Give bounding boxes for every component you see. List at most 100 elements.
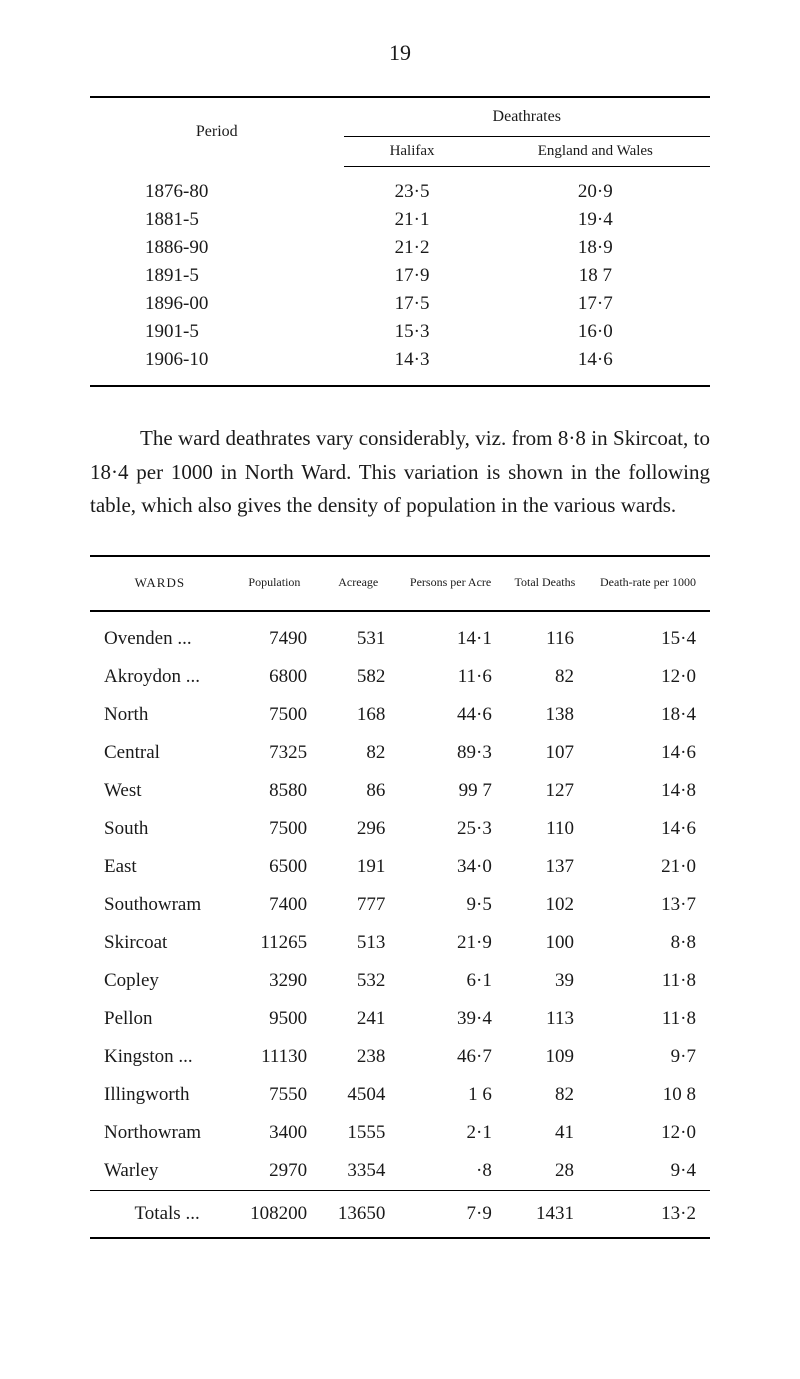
- rate-cell: 12·0: [586, 658, 710, 696]
- period-cell: 1906-10: [90, 346, 344, 385]
- population-cell: 7325: [230, 734, 319, 772]
- persons-cell: 34·0: [397, 848, 504, 886]
- table-row: 1896-00 17·5 17·7: [90, 290, 710, 318]
- totals-persons: 7·9: [397, 1190, 504, 1237]
- table-row: 1891-5 17·9 18 7: [90, 262, 710, 290]
- totals-acreage: 13650: [319, 1190, 397, 1237]
- table-row: Ovenden ... 7490 531 14·1 116 15·4: [90, 611, 710, 658]
- persons-cell: 39·4: [397, 1000, 504, 1038]
- population-cell: 11130: [230, 1038, 319, 1076]
- deathrates-table: Period Deathrates Halifax England and Wa…: [90, 98, 710, 385]
- persons-cell: 14·1: [397, 611, 504, 658]
- table-row: Central 7325 82 89·3 107 14·6: [90, 734, 710, 772]
- rate-cell: 10 8: [586, 1076, 710, 1114]
- ward-cell: West: [90, 772, 230, 810]
- rate-cell: 18·4: [586, 696, 710, 734]
- population-cell: 11265: [230, 924, 319, 962]
- ward-cell: Skircoat: [90, 924, 230, 962]
- period-cell: 1876-80: [90, 167, 344, 207]
- acreage-cell: 532: [319, 962, 397, 1000]
- persons-cell: 21·9: [397, 924, 504, 962]
- table-row: Southowram 7400 777 9·5 102 13·7: [90, 886, 710, 924]
- rate-cell: 11·8: [586, 1000, 710, 1038]
- acreage-cell: 582: [319, 658, 397, 696]
- table-row: North 7500 168 44·6 138 18·4: [90, 696, 710, 734]
- ward-cell: Akroydon ...: [90, 658, 230, 696]
- acreage-cell: 531: [319, 611, 397, 658]
- table-row: Akroydon ... 6800 582 11·6 82 12·0: [90, 658, 710, 696]
- halifax-cell: 14·3: [344, 346, 481, 385]
- deaths-cell: 138: [504, 696, 586, 734]
- persons-cell: 25·3: [397, 810, 504, 848]
- deaths-cell: 107: [504, 734, 586, 772]
- deaths-cell: 102: [504, 886, 586, 924]
- deaths-cell: 137: [504, 848, 586, 886]
- period-cell: 1901-5: [90, 318, 344, 346]
- population-header: Population: [230, 557, 319, 611]
- population-cell: 3400: [230, 1114, 319, 1152]
- england-cell: 18·9: [481, 234, 710, 262]
- table-row: 1886-90 21·2 18·9: [90, 234, 710, 262]
- population-cell: 7500: [230, 696, 319, 734]
- acreage-cell: 241: [319, 1000, 397, 1038]
- rate-header: Death-rate per 1000: [586, 557, 710, 611]
- acreage-cell: 191: [319, 848, 397, 886]
- england-wales-header: England and Wales: [481, 137, 710, 167]
- halifax-cell: 21·1: [344, 206, 481, 234]
- deaths-cell: 100: [504, 924, 586, 962]
- rate-cell: 14·6: [586, 810, 710, 848]
- deaths-cell: 41: [504, 1114, 586, 1152]
- ward-cell: Warley: [90, 1152, 230, 1191]
- population-cell: 7500: [230, 810, 319, 848]
- totals-population: 108200: [230, 1190, 319, 1237]
- ward-cell: Kingston ...: [90, 1038, 230, 1076]
- persons-cell: 2·1: [397, 1114, 504, 1152]
- acreage-cell: 3354: [319, 1152, 397, 1191]
- population-cell: 7400: [230, 886, 319, 924]
- ward-cell: South: [90, 810, 230, 848]
- table-row: 1901-5 15·3 16·0: [90, 318, 710, 346]
- population-cell: 6500: [230, 848, 319, 886]
- ward-cell: Pellon: [90, 1000, 230, 1038]
- table-row: South 7500 296 25·3 110 14·6: [90, 810, 710, 848]
- deathrates-header: Deathrates: [344, 98, 711, 137]
- persons-cell: 44·6: [397, 696, 504, 734]
- page-number: 19: [90, 40, 710, 66]
- rate-cell: 8·8: [586, 924, 710, 962]
- deaths-cell: 82: [504, 658, 586, 696]
- acreage-header: Acreage: [319, 557, 397, 611]
- persons-cell: 89·3: [397, 734, 504, 772]
- halifax-cell: 21·2: [344, 234, 481, 262]
- rate-cell: 11·8: [586, 962, 710, 1000]
- deaths-cell: 116: [504, 611, 586, 658]
- persons-cell: ·8: [397, 1152, 504, 1191]
- period-cell: 1881-5: [90, 206, 344, 234]
- population-cell: 3290: [230, 962, 319, 1000]
- deaths-cell: 127: [504, 772, 586, 810]
- rate-cell: 14·8: [586, 772, 710, 810]
- acreage-cell: 777: [319, 886, 397, 924]
- totals-rate: 13·2: [586, 1190, 710, 1237]
- england-cell: 16·0: [481, 318, 710, 346]
- england-cell: 14·6: [481, 346, 710, 385]
- totals-deaths: 1431: [504, 1190, 586, 1237]
- body-paragraph: The ward deathrates vary considerably, v…: [90, 422, 710, 523]
- england-cell: 19·4: [481, 206, 710, 234]
- table-row: 1881-5 21·1 19·4: [90, 206, 710, 234]
- deathrates-table-container: Period Deathrates Halifax England and Wa…: [90, 96, 710, 387]
- deathrates-tbody: 1876-80 23·5 20·9 1881-5 21·1 19·4 1886-…: [90, 167, 710, 386]
- england-cell: 18 7: [481, 262, 710, 290]
- ward-cell: East: [90, 848, 230, 886]
- acreage-cell: 86: [319, 772, 397, 810]
- table-row: Illingworth 7550 4504 1 6 82 10 8: [90, 1076, 710, 1114]
- table-row: Pellon 9500 241 39·4 113 11·8: [90, 1000, 710, 1038]
- ward-cell: Central: [90, 734, 230, 772]
- persons-header: Persons per Acre: [397, 557, 504, 611]
- table-row: East 6500 191 34·0 137 21·0: [90, 848, 710, 886]
- halifax-cell: 15·3: [344, 318, 481, 346]
- period-cell: 1896-00: [90, 290, 344, 318]
- acreage-cell: 4504: [319, 1076, 397, 1114]
- deaths-cell: 28: [504, 1152, 586, 1191]
- table-row: 1906-10 14·3 14·6: [90, 346, 710, 385]
- rate-cell: 15·4: [586, 611, 710, 658]
